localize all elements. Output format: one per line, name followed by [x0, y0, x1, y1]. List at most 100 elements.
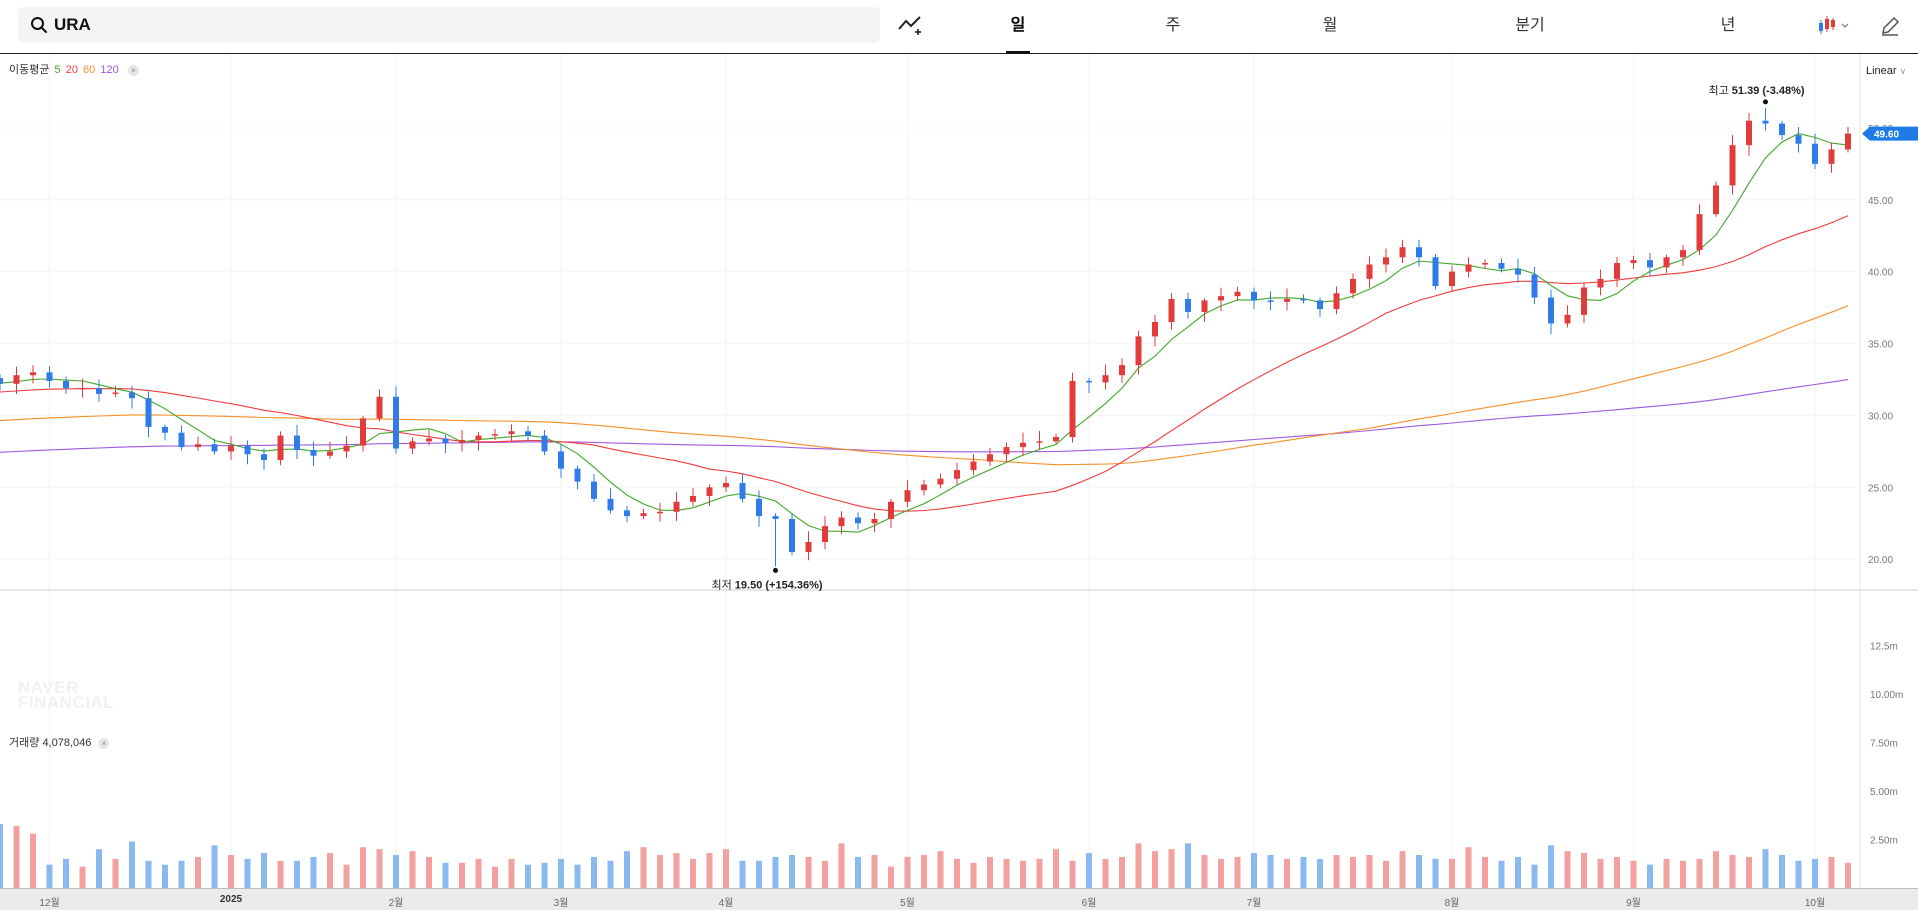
candle [1020, 432, 1026, 456]
tab-week[interactable]: 주 [1165, 17, 1181, 34]
search-box[interactable] [18, 7, 880, 43]
volume-bar [624, 851, 630, 888]
tab-day[interactable]: 일 [1003, 0, 1033, 54]
volume-bar [1696, 858, 1703, 888]
candle [1152, 314, 1158, 347]
price-tag-shape [1862, 126, 1918, 141]
candle-body [1201, 300, 1208, 312]
candle [756, 490, 762, 527]
candle [376, 389, 383, 422]
close-icon[interactable]: × [127, 64, 139, 76]
candle [624, 506, 630, 523]
tab-month[interactable]: 월 [1322, 17, 1338, 34]
candle [607, 488, 614, 514]
candle-body [30, 372, 36, 376]
price-chart[interactable]: 20.0025.0030.0035.0040.0045.0050.0049.60… [0, 54, 1918, 888]
volume-bar [1300, 856, 1307, 888]
tab-year[interactable]: 년 [1720, 17, 1736, 34]
volume-bar [475, 858, 482, 888]
candle [1102, 364, 1109, 390]
volume-tick-label: 12.5m [1870, 641, 1898, 652]
candle-body [310, 449, 317, 456]
candle-body [888, 501, 894, 519]
candle [822, 516, 828, 550]
volume-bar [1135, 843, 1142, 888]
candle [1845, 126, 1851, 153]
candle-body [1366, 264, 1373, 279]
time-tick-label: 2025 [219, 894, 243, 905]
candle-body [1548, 297, 1554, 324]
volume-bar [1729, 855, 1736, 888]
candle-body [475, 435, 482, 440]
time-tick-label: 12월 [39, 898, 60, 909]
candle [30, 365, 36, 384]
candle-body [772, 516, 779, 519]
volume-bar [0, 823, 3, 888]
time-tick-label: 10월 [1804, 898, 1826, 909]
candle [706, 484, 713, 507]
pencil-icon[interactable] [1878, 14, 1902, 38]
price-tick-label: 25.00 [1868, 483, 1893, 494]
candle [1482, 259, 1488, 269]
candle [426, 429, 432, 446]
close-icon[interactable]: × [98, 737, 110, 749]
search-input[interactable] [54, 10, 834, 40]
candle [904, 480, 911, 508]
volume-bar [855, 856, 861, 888]
candle-body [178, 432, 185, 448]
volume-legend[interactable]: 거래량 4,078,046 × [9, 734, 110, 750]
tab-quarter[interactable]: 분기 [1515, 17, 1545, 34]
candle-body [805, 541, 812, 553]
candle-body [640, 513, 647, 517]
candle-body [426, 438, 432, 442]
candle-body [706, 487, 713, 496]
candle-body [1564, 314, 1571, 324]
volume-bar [327, 853, 333, 888]
candle-body [1350, 278, 1356, 294]
candle [657, 502, 663, 522]
scale-select[interactable]: Linear ∨ [1866, 65, 1906, 77]
candle [0, 374, 3, 391]
candle [1284, 288, 1290, 311]
low-value: 19.50 (+154.36%) [735, 579, 823, 591]
candle [1729, 135, 1736, 195]
volume-bar [756, 860, 762, 888]
candle-body [277, 435, 284, 461]
volume-bar [112, 858, 119, 888]
candle [261, 448, 267, 471]
annotations: 최고 51.39 (-3.48%) 최저 19.50 (+154.36%) [712, 84, 1805, 592]
candle-body [1498, 263, 1505, 269]
candle [1300, 294, 1307, 304]
candle-body [1779, 123, 1785, 136]
candle [1317, 297, 1323, 317]
candle-body [607, 498, 614, 511]
candle [1399, 239, 1406, 264]
volume-bar [1713, 851, 1719, 888]
candle [1680, 244, 1686, 266]
candle-body [987, 454, 993, 462]
candle [310, 441, 317, 466]
volume-bar [706, 853, 713, 888]
volume-tick-label: 7.50m [1870, 738, 1898, 749]
candlestick-icon[interactable] [1817, 13, 1857, 39]
candle-body [1663, 257, 1670, 268]
volume-bar [1350, 856, 1356, 888]
candle [459, 429, 465, 452]
volume-bar [211, 845, 218, 888]
price-tick-label: 45.00 [1868, 196, 1893, 207]
volume-bar [343, 864, 350, 888]
candle-body [525, 431, 531, 436]
trend-line-add-icon[interactable] [897, 12, 923, 38]
candle-body [954, 470, 960, 479]
candle [1581, 282, 1587, 324]
candle-body [970, 461, 977, 471]
price-tick-label: 30.00 [1868, 411, 1893, 422]
candle [343, 436, 350, 458]
candle-body [904, 490, 911, 502]
candle [112, 385, 119, 397]
search-icon [31, 17, 47, 33]
candle [871, 512, 878, 532]
candle-body [1086, 380, 1092, 383]
ma-legend[interactable]: 이동평균 5 20 60 120 × [9, 61, 141, 77]
